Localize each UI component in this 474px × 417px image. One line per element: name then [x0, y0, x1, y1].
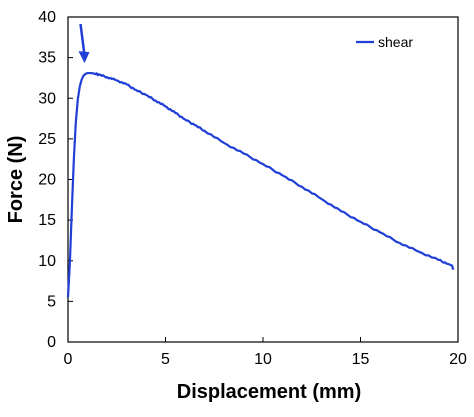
peak-arrow-shaft	[79, 23, 86, 56]
series-line-shear	[66, 71, 455, 298]
y-axis-title: Force (N)	[5, 136, 27, 224]
plot-frame	[67, 16, 459, 343]
peak-arrow-head	[78, 51, 90, 64]
y-tick-label: 15	[38, 212, 56, 229]
y-tick-label: 20	[38, 172, 56, 189]
x-tick-label: 10	[254, 351, 272, 368]
x-tick-label: 15	[352, 351, 370, 368]
y-tick-label: 40	[38, 9, 56, 26]
y-tick-label: 0	[47, 334, 56, 351]
x-axis-title: Displacement (mm)	[177, 381, 362, 403]
x-tick-label: 0	[64, 351, 73, 368]
x-tick-label: 20	[449, 351, 467, 368]
y-tick-label: 35	[38, 50, 56, 67]
plot-area: 0 5 10 15 20 25 30 35 40 0 5 10 15 20 Displacement (mm…	[5, 9, 467, 403]
y-tick-label: 10	[38, 253, 56, 270]
y-tick-label: 25	[38, 131, 56, 148]
legend-label: shear	[378, 34, 413, 50]
y-tick-label: 5	[47, 293, 56, 310]
y-tick-label: 30	[38, 90, 56, 107]
x-tick-label: 5	[161, 351, 170, 368]
